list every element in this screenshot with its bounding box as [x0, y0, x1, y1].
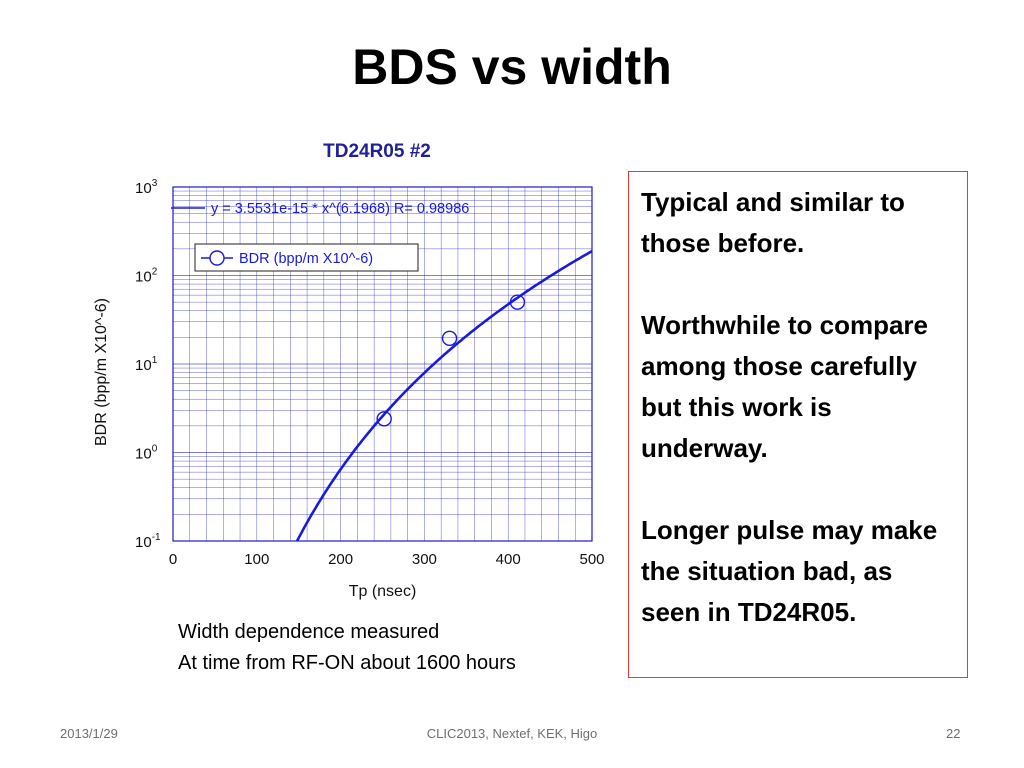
caption-line-1: Width dependence measured — [178, 621, 440, 643]
chart-title: TD24R05 #2 — [323, 141, 431, 162]
slide-title: BDS vs width — [352, 39, 672, 95]
y-tick-label: 103 — [135, 178, 158, 197]
note-paragraph-1: Typical and similar to those before. — [641, 187, 905, 258]
legend-label: BDR (bpp/m X10^-6) — [239, 251, 373, 267]
x-axis-label: Tp (nsec) — [349, 583, 417, 600]
figure-caption: Width dependence measured At time from R… — [178, 617, 516, 679]
notes-box: Typical and similar to those before. Wor… — [628, 171, 968, 678]
data-point — [509, 294, 526, 310]
x-tick-label: 300 — [412, 551, 437, 568]
fit-curve — [295, 249, 592, 541]
plot-frame — [172, 186, 593, 542]
data-point — [376, 411, 392, 427]
chart: y = 3.5531e-15 * x^(6.1968) R= 0.98986 BD… — [93, 141, 605, 600]
y-tick-label: 102 — [135, 267, 158, 286]
y-tick-label: 10-1 — [135, 532, 161, 551]
fit-equation-label: y = 3.5531e-15 * x^(6.1968) R= 0.98986 — [211, 201, 469, 217]
legend-marker — [209, 250, 225, 266]
footer-date: 2013/1/29 — [60, 726, 118, 741]
footer-page-number: 22 — [946, 726, 961, 741]
x-tick-label: 400 — [496, 551, 521, 568]
data-point — [441, 330, 458, 347]
x-tick-label: 200 — [328, 551, 353, 568]
x-tick-label: 100 — [244, 551, 269, 568]
x-tick-label: 500 — [579, 551, 604, 568]
caption-line-2: At time from RF-ON about 1600 hours — [178, 652, 516, 674]
x-tick-label: 0 — [169, 551, 177, 568]
y-tick-label: 100 — [135, 444, 158, 463]
note-paragraph-3: Longer pulse may make the situation bad,… — [641, 515, 938, 627]
footer-event: CLIC2013, Nextef, KEK, Higo — [426, 726, 598, 741]
note-paragraph-2: Worthwhile to compare among those carefu… — [641, 310, 928, 463]
y-tick-label: 101 — [135, 355, 158, 374]
y-axis-label: BDR (bpp/m X10^-6) — [93, 298, 110, 446]
